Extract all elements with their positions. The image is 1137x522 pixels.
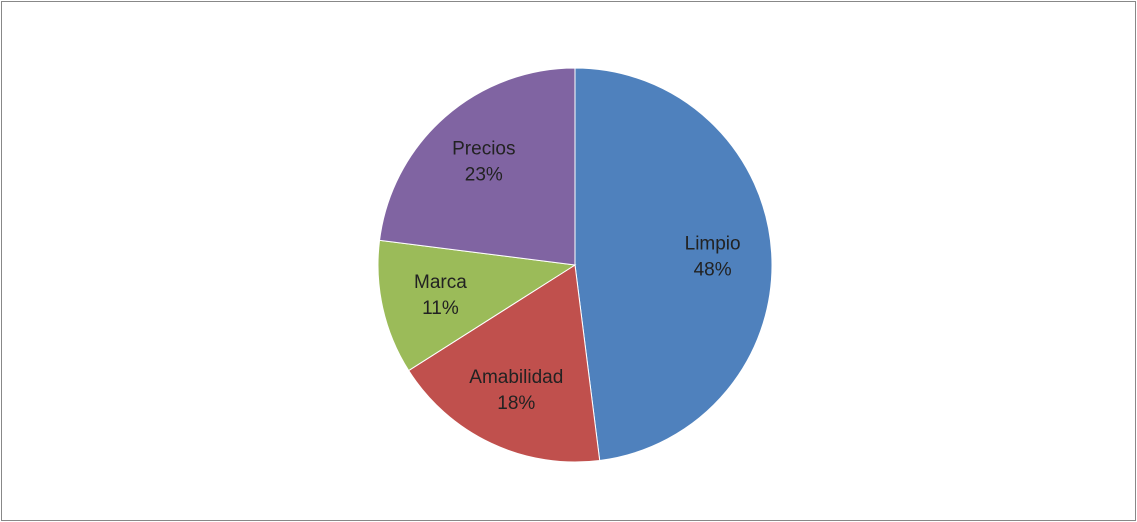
slice-label: Marca bbox=[414, 272, 467, 293]
slice-label: Precios bbox=[452, 139, 515, 160]
slice-label: Limpio bbox=[685, 233, 741, 254]
pie-slice bbox=[377, 239, 577, 372]
slice-value-label: 48% bbox=[694, 259, 732, 280]
slice-value-label: 11% bbox=[422, 298, 459, 319]
slice-label: Amabilidad bbox=[469, 367, 563, 388]
slice-value-label: 18% bbox=[497, 393, 535, 414]
pie-slice bbox=[378, 67, 576, 266]
pie-slice bbox=[574, 67, 773, 462]
slice-value-label: 23% bbox=[465, 165, 503, 186]
pie-slice bbox=[407, 264, 601, 463]
